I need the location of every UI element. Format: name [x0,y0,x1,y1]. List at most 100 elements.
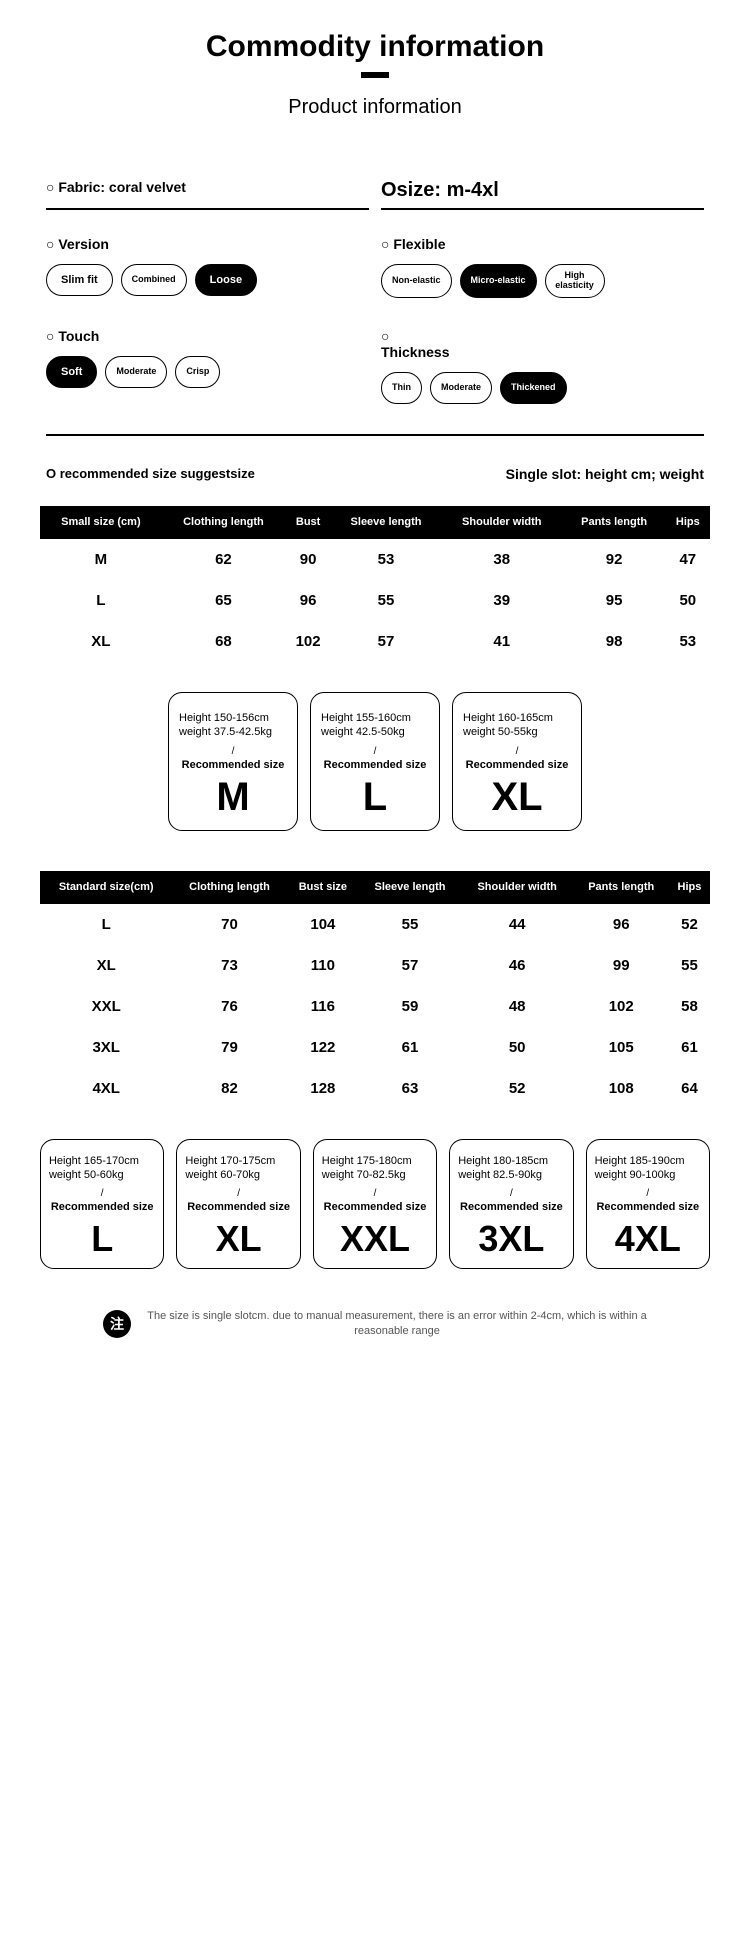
table-cell: 65 [162,580,285,621]
flexible-option-nonelastic[interactable]: Non-elastic [381,264,452,298]
thickness-col: ○ Thickness Thin Moderate Thickened [381,328,704,404]
thickness-text: Thickness [381,344,449,360]
footnote: 注 The size is single slotcm. due to manu… [40,1309,710,1340]
thickness-label: ○ Thickness [381,328,704,360]
thickness-pills: Thin Moderate Thickened [381,372,704,404]
product-info-page: Commodity information Product informatio… [0,0,750,1369]
card-slash: / [463,746,571,757]
recommend-card: Height 180-185cmweight 82.5-90kg/Recomme… [449,1139,573,1269]
table-cell: 110 [287,945,360,986]
table-cell: 98 [563,621,666,662]
card-size: XXL [322,1218,428,1260]
size-cell: Osize: m-4xl [381,179,704,210]
table-cell: 38 [441,539,563,580]
card-height: Height 165-170cm [49,1154,155,1168]
card-size: 4XL [595,1218,701,1260]
table-header: Clothing length [162,506,285,539]
table-row: L659655399550 [40,580,710,621]
version-col: ○ Version Slim fit Combined Loose [46,236,369,298]
card-size: XL [463,775,571,820]
flexible-option-highelasticity[interactable]: High elasticity [545,264,605,298]
card-size: M [179,775,287,820]
table-header: Pants length [563,506,666,539]
table-cell: 95 [563,580,666,621]
touch-option-moderate[interactable]: Moderate [105,356,167,388]
recommend-right: Single slot: height cm; weight [506,466,704,482]
table-cell: 48 [461,986,574,1027]
table-cell: 116 [287,986,360,1027]
version-label: ○ Version [46,236,369,252]
std-table-body: L7010455449652XL7311057469955XXL76116594… [40,904,710,1109]
table-cell: L [40,580,162,621]
note-badge-icon: 注 [103,1310,131,1338]
card-weight: weight 42.5-50kg [321,725,429,739]
recommend-card: Height 185-190cmweight 90-100kg/Recommen… [586,1139,710,1269]
thickness-option-thickened[interactable]: Thickened [500,372,567,404]
flexible-option-microelastic[interactable]: Micro-elastic [460,264,537,298]
touch-pills: Soft Moderate Crisp [46,356,369,388]
table-cell: 68 [162,621,285,662]
small-recommend-cards: Height 150-156cmweight 37.5-42.5kg/Recom… [40,692,710,831]
table-cell: 102 [574,986,669,1027]
section-divider [46,434,704,436]
thickness-option-moderate[interactable]: Moderate [430,372,492,404]
table-header: Clothing length [172,871,286,904]
recommend-card: Height 155-160cmweight 42.5-50kg/Recomme… [310,692,440,831]
card-recommended-label: Recommended size [463,759,571,771]
recommend-card: Height 160-165cmweight 50-55kg / Recommend… [452,692,582,831]
flexible-pills: Non-elastic Micro-elastic High elasticit… [381,264,704,298]
sub-title: Product information [40,96,710,119]
version-option-slimfit[interactable]: Slim fit [46,264,113,296]
card-recommended-label: Recommended size [595,1201,701,1213]
table-cell: 62 [162,539,285,580]
version-option-loose[interactable]: Loose [195,264,257,296]
table-cell: 128 [287,1068,360,1109]
touch-label: ○ Touch [46,328,369,344]
table-header: Sleeve length [359,871,461,904]
card-height: Height 160-165cm [463,711,571,725]
small-table-head: Small size (cm)Clothing lengthBustSleeve… [40,506,710,539]
recommend-card: Height 175-180cmweight 70-82.5kg/Recomme… [313,1139,437,1269]
card-weight: weight 50-55kg [463,725,571,739]
table-cell: 63 [359,1068,461,1109]
card-recommended-label: Recommended size [322,1201,428,1213]
version-option-combined[interactable]: Combined [121,264,187,296]
table-cell: 52 [669,904,710,945]
touch-option-crisp[interactable]: Crisp [175,356,220,388]
table-cell: 58 [669,986,710,1027]
card-size: 3XL [458,1218,564,1260]
card-slash: / [595,1188,701,1199]
table-row: XL6810257419853 [40,621,710,662]
table-header: Hips [669,871,710,904]
table-header: Small size (cm) [40,506,162,539]
version-pills: Slim fit Combined Loose [46,264,369,296]
card-recommended-label: Recommended size [179,759,287,771]
table-cell: 50 [461,1027,574,1068]
table-cell: M [40,539,162,580]
table-cell: 82 [172,1068,286,1109]
fabric-label: ○ Fabric: coral velvet [46,179,186,195]
card-size: L [321,775,429,820]
option-row-version-flexible: ○ Version Slim fit Combined Loose ○ Flex… [40,236,710,298]
table-cell: 41 [441,621,563,662]
std-table-head: Standard size(cm)Clothing lengthBust siz… [40,871,710,904]
table-cell: 92 [563,539,666,580]
card-size: L [49,1218,155,1260]
card-slash: / [49,1188,155,1199]
table-cell: XL [40,945,172,986]
card-height: Height 155-160cm [321,711,429,725]
table-cell: 55 [359,904,461,945]
footnote-text: The size is single slotcm. due to manual… [147,1309,647,1340]
table-header: Shoulder width [461,871,574,904]
table-header: Pants length [574,871,669,904]
thickness-option-thin[interactable]: Thin [381,372,422,404]
table-cell: 105 [574,1027,669,1068]
table-cell: 96 [574,904,669,945]
table-cell: 59 [359,986,461,1027]
touch-option-soft[interactable]: Soft [46,356,97,388]
standard-recommend-cards: Height 165-170cmweight 50-60kg/Recommend… [40,1139,710,1269]
table-row: L7010455449652 [40,904,710,945]
table-cell: 39 [441,580,563,621]
option-row-touch-thickness: ○ Touch Soft Moderate Crisp ○ Thickness … [40,328,710,404]
table-cell: 44 [461,904,574,945]
